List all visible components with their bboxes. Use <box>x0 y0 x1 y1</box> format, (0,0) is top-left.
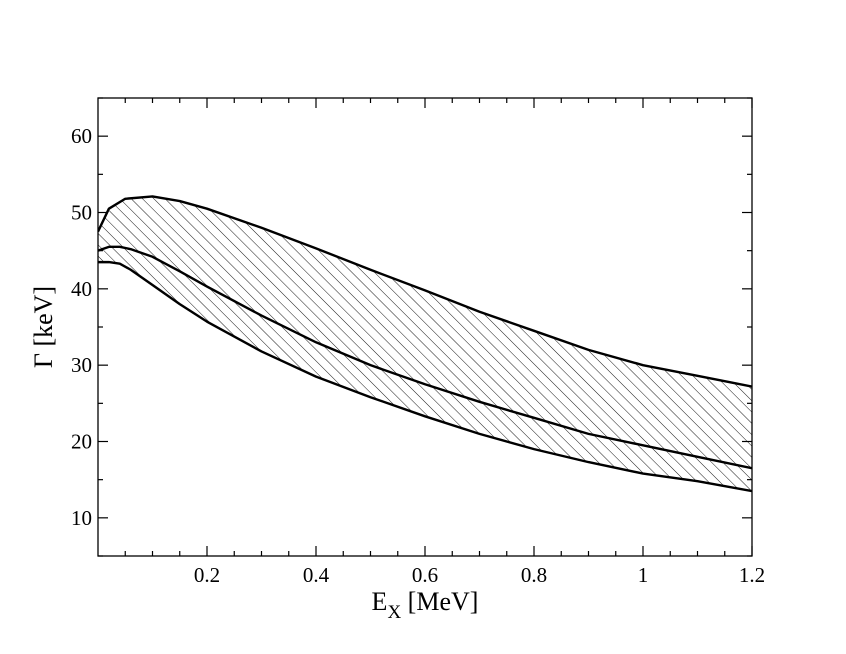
x-tick-label: 0.2 <box>194 563 220 587</box>
x-tick-label: 1 <box>638 563 649 587</box>
y-tick-label: 40 <box>71 277 92 301</box>
x-tick-label: 0.6 <box>412 563 438 587</box>
middle-curve <box>98 245 752 470</box>
lower-curve <box>98 260 752 493</box>
x-axis-title: EX [MeV] <box>372 587 479 623</box>
y-tick-label: 50 <box>71 201 92 225</box>
y-tick-label: 10 <box>71 506 92 530</box>
y-tick-label: 60 <box>71 124 92 148</box>
x-axis-title-main: E <box>372 587 388 616</box>
hatched-band-layer <box>98 196 752 492</box>
x-tick-label: 0.4 <box>303 563 330 587</box>
x-axis-title-subscript: X <box>387 602 401 623</box>
x-tick-label: 0.8 <box>521 563 547 587</box>
y-tick-label: 20 <box>71 430 92 454</box>
tick-marks <box>98 97 753 557</box>
x-tick-label: 1.2 <box>739 563 765 587</box>
x-tick-labels: 0.2 0.4 0.6 0.8 1 1.2 <box>194 563 765 587</box>
y-tick-labels: 10 20 30 40 50 60 <box>71 124 92 530</box>
y-tick-label: 30 <box>71 353 92 377</box>
curve-layer <box>98 195 752 493</box>
x-axis-title-unit: [MeV] <box>401 587 478 616</box>
upper-curve <box>98 195 752 388</box>
hatched-band <box>98 196 752 492</box>
y-axis-title: Γ [keV] <box>29 286 58 368</box>
